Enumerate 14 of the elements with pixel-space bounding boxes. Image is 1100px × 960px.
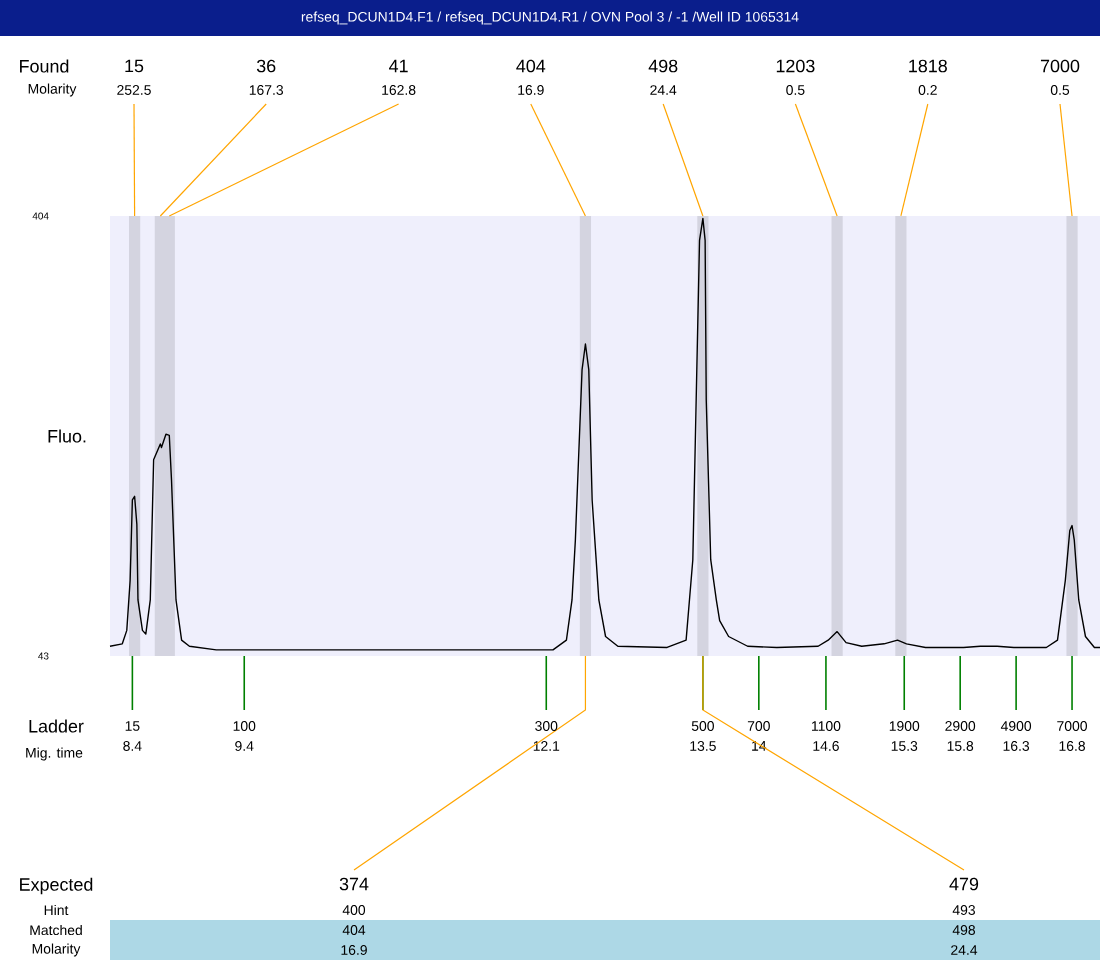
text: 404 [516,59,546,73]
text: 36 [256,59,276,73]
annotation: 374 [339,877,369,891]
text: Ladder [29,719,84,733]
text: 1818 [909,59,947,73]
text: 498 [648,59,678,73]
text: 15 [125,59,144,73]
text: 41 [389,59,408,73]
text: 1203 [776,59,815,73]
y-axis-title: Fluo. [48,429,86,443]
text: 7000 [1040,59,1080,73]
text: Found [20,59,69,73]
text: Expected [20,877,93,895]
annotation: 479 [949,877,979,891]
